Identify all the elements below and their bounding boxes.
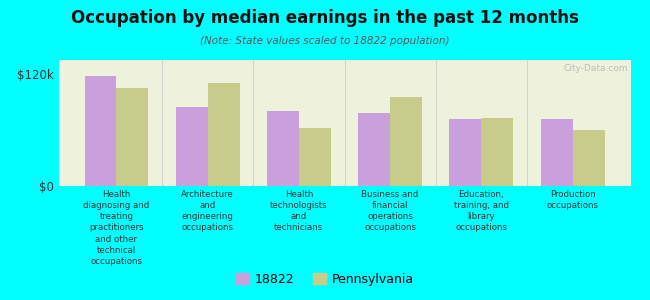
Bar <box>267 111 299 186</box>
Bar <box>176 107 207 186</box>
Text: (Note: State values scaled to 18822 population): (Note: State values scaled to 18822 popu… <box>200 36 450 46</box>
Bar <box>573 130 604 186</box>
Bar <box>299 128 331 186</box>
Legend: 18822, Pennsylvania: 18822, Pennsylvania <box>231 268 419 291</box>
Text: City-Data.com: City-Data.com <box>563 64 628 73</box>
Bar <box>358 113 390 186</box>
Bar <box>84 76 116 186</box>
Bar <box>116 88 148 186</box>
Bar <box>390 97 422 186</box>
Bar <box>207 83 240 186</box>
Text: Occupation by median earnings in the past 12 months: Occupation by median earnings in the pas… <box>71 9 579 27</box>
Bar <box>449 119 482 186</box>
Bar <box>541 119 573 186</box>
Bar <box>482 118 514 186</box>
